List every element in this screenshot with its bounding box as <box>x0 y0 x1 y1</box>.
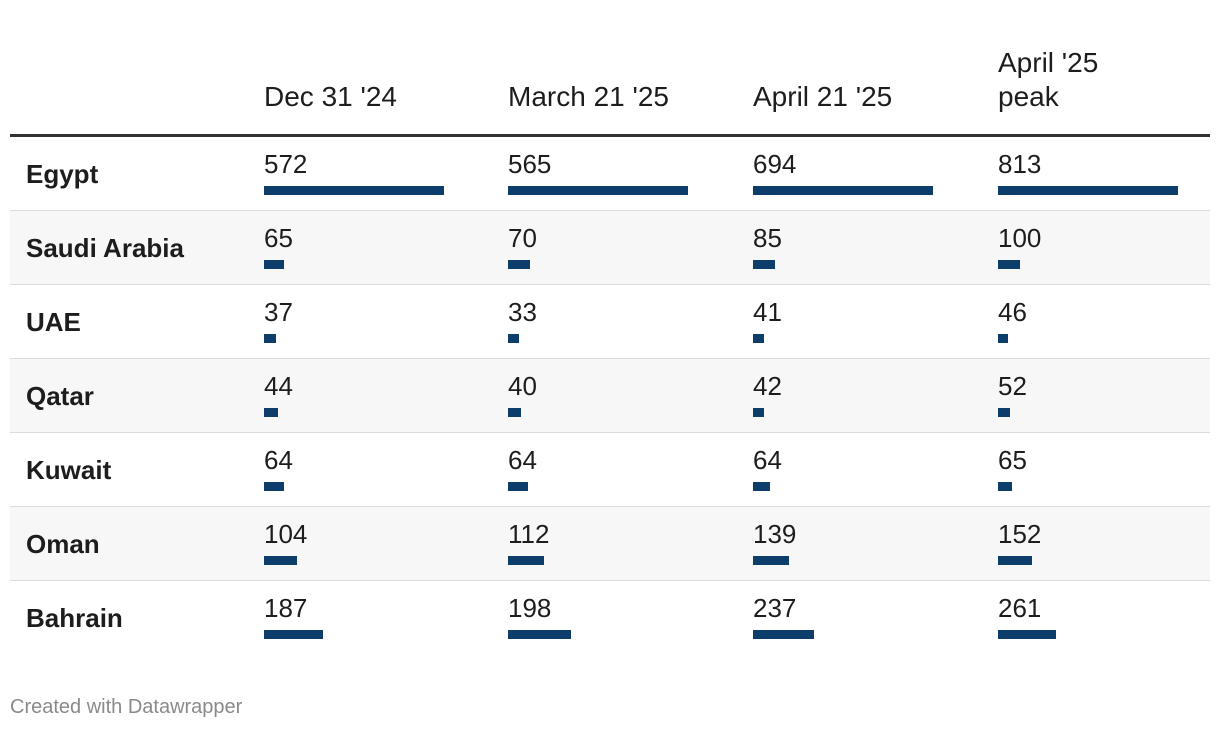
value-label: 152 <box>998 519 1042 549</box>
value-label: 33 <box>508 297 537 327</box>
value-label: 187 <box>264 593 308 623</box>
value-bar <box>264 482 285 491</box>
value-bar <box>508 334 519 343</box>
table-row: UAE 37 33 41 46 <box>10 285 1210 359</box>
data-table: Dec 31 '24 March 21 '25 April 21 '25 April … <box>10 44 1210 654</box>
value-label: 65 <box>264 223 293 253</box>
value-bar <box>998 630 1056 639</box>
value-bar <box>998 408 1010 417</box>
value-label: 44 <box>264 371 293 401</box>
value-bar <box>753 334 764 343</box>
table-row: Qatar 44 40 42 52 <box>10 359 1210 433</box>
country-label: Kuwait <box>26 455 112 485</box>
value-bar <box>264 630 323 639</box>
value-label: 41 <box>753 297 782 327</box>
value-label: 112 <box>508 519 550 549</box>
table-row: Bahrain 187 198 237 261 <box>10 581 1210 654</box>
value-bar <box>508 408 521 417</box>
value-bar <box>998 334 1009 343</box>
value-label: 139 <box>753 519 797 549</box>
value-label: 37 <box>264 297 293 327</box>
value-label: 64 <box>508 445 537 475</box>
value-bar <box>998 556 1032 565</box>
value-bar <box>508 260 531 269</box>
column-header-4: April '25 peak <box>998 47 1099 112</box>
table-row: Egypt 572 565 694 813 <box>10 137 1210 211</box>
table-body: Egypt 572 565 694 813 Saudi Arabia 65 70 85 100 UA… <box>10 137 1210 654</box>
column-header-2: March 21 '25 <box>508 81 669 112</box>
value-label: 70 <box>508 223 537 253</box>
value-label: 42 <box>753 371 782 401</box>
value-label: 64 <box>264 445 293 475</box>
country-label: Egypt <box>26 159 99 189</box>
value-label: 104 <box>264 519 308 549</box>
value-bar <box>753 186 933 195</box>
country-label: Saudi Arabia <box>26 233 184 263</box>
value-bar <box>753 630 815 639</box>
value-bar <box>753 556 790 565</box>
value-label: 565 <box>508 149 552 179</box>
value-bar <box>998 260 1021 269</box>
value-bar <box>753 408 764 417</box>
country-label: Oman <box>26 529 100 559</box>
value-label: 694 <box>753 149 797 179</box>
value-bar <box>264 408 278 417</box>
column-header-1: Dec 31 '24 <box>264 81 397 112</box>
column-header-3: April 21 '25 <box>753 81 893 112</box>
table-row: Kuwait 64 64 64 65 <box>10 433 1210 507</box>
value-label: 572 <box>264 149 308 179</box>
country-label: Bahrain <box>26 603 123 633</box>
value-bar <box>998 482 1013 491</box>
value-bar <box>508 630 572 639</box>
value-label: 64 <box>753 445 782 475</box>
value-label: 85 <box>753 223 782 253</box>
value-bar <box>508 482 529 491</box>
value-label: 813 <box>998 149 1042 179</box>
value-label: 261 <box>998 593 1042 623</box>
value-label: 40 <box>508 371 537 401</box>
table-header-row: Dec 31 '24 March 21 '25 April 21 '25 April … <box>10 44 1210 137</box>
table-row: Saudi Arabia 65 70 85 100 <box>10 211 1210 285</box>
value-bar <box>264 556 297 565</box>
value-bar <box>998 186 1178 195</box>
value-bar <box>264 186 444 195</box>
value-bar <box>264 334 276 343</box>
value-label: 198 <box>508 593 552 623</box>
value-label: 46 <box>998 297 1027 327</box>
value-bar <box>753 260 776 269</box>
footer-credit: Created with Datawrapper <box>10 696 243 718</box>
value-bar <box>753 482 770 491</box>
country-label: UAE <box>26 307 81 337</box>
value-label: 65 <box>998 445 1027 475</box>
country-label: Qatar <box>26 381 94 411</box>
value-bar <box>508 556 544 565</box>
table-row: Oman 104 112 139 152 <box>10 507 1210 581</box>
value-label: 100 <box>998 223 1042 253</box>
value-bar <box>508 186 688 195</box>
value-label: 52 <box>998 371 1027 401</box>
value-bar <box>264 260 285 269</box>
value-label: 237 <box>753 593 797 623</box>
